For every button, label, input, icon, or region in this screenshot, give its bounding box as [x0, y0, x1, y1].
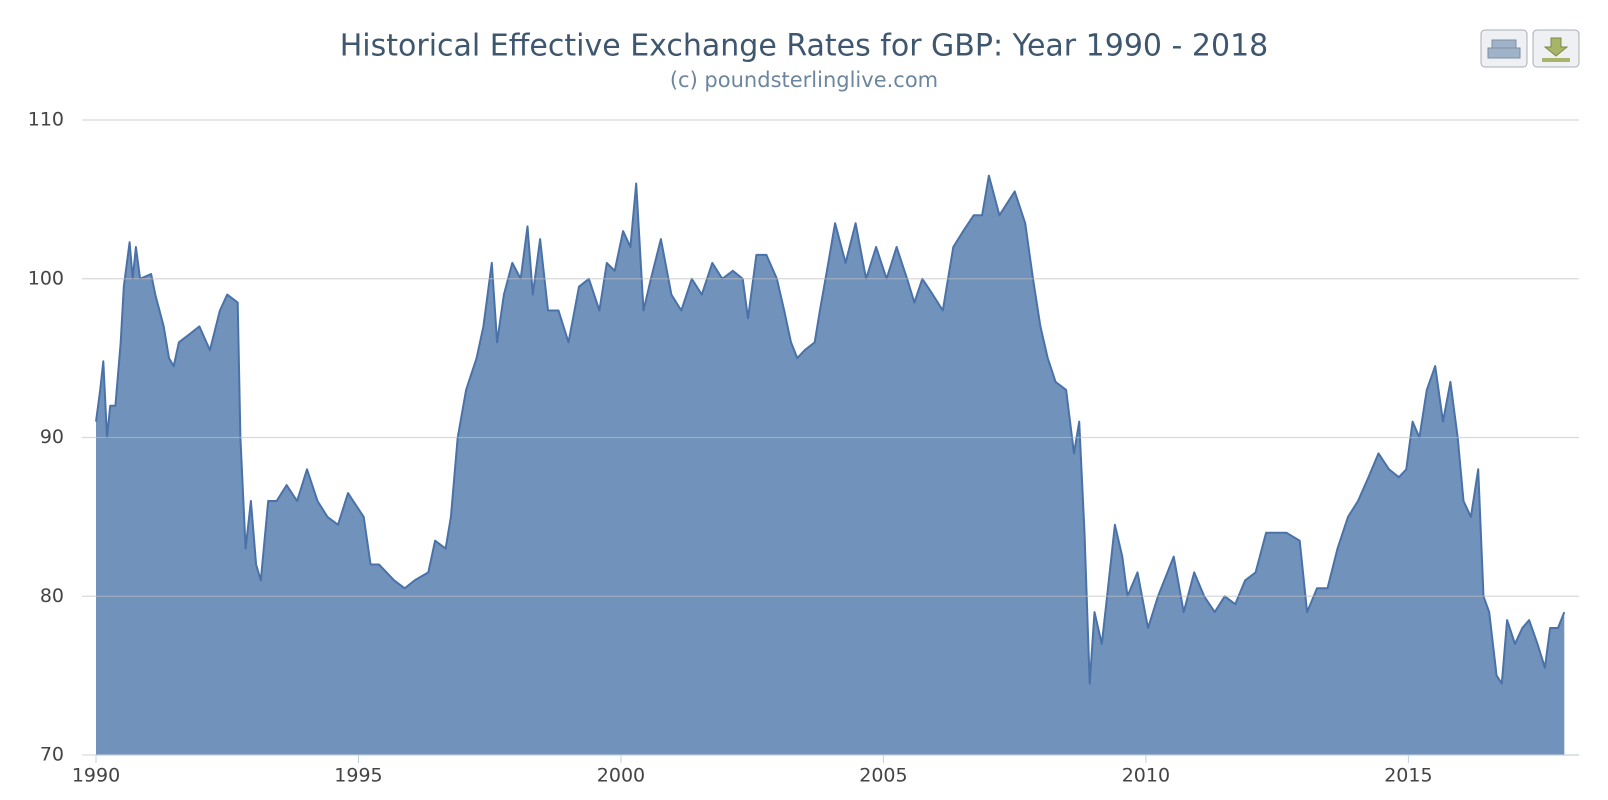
- download-icon: [1543, 37, 1569, 57]
- chart-title: Historical Effective Exchange Rates for …: [340, 29, 1269, 64]
- area-line: [95, 174, 1566, 685]
- x-tick-label: 2015: [1384, 765, 1432, 787]
- y-tick-label: 80: [40, 585, 64, 607]
- x-tick-label: 1990: [72, 765, 120, 787]
- area-fill: [96, 175, 1565, 756]
- print-icon: [1487, 47, 1521, 59]
- x-tick-label: 2010: [1122, 765, 1170, 787]
- print-button[interactable]: [1480, 29, 1528, 68]
- x-tick-label: 2005: [859, 765, 907, 787]
- print-icon: [1491, 39, 1517, 49]
- y-tick-label: 70: [40, 744, 64, 766]
- download-button[interactable]: [1532, 29, 1580, 68]
- y-tick-label: 90: [40, 426, 64, 448]
- y-tick-label: 110: [28, 109, 64, 131]
- chart-subtitle: (c) poundsterlinglive.com: [670, 68, 938, 92]
- x-tick-label: 2000: [597, 765, 645, 787]
- y-tick-label: 100: [28, 267, 64, 289]
- x-tick-label: 1995: [334, 765, 382, 787]
- download-icon: [1542, 58, 1570, 62]
